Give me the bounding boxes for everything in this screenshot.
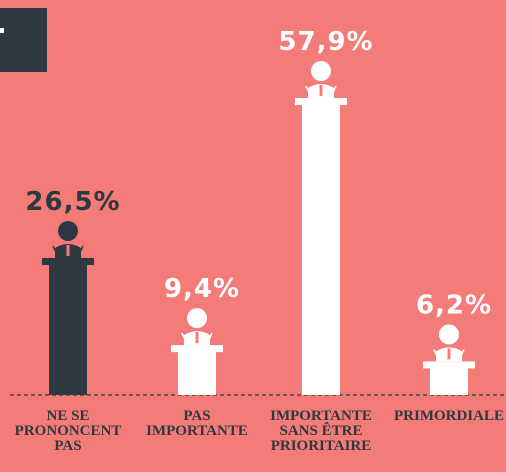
category-label: PAS IMPORTANTE bbox=[146, 408, 248, 439]
speaker-head bbox=[439, 324, 459, 345]
mic bbox=[330, 85, 337, 98]
category-label: IMPORTANTE SANS ÊTRE PRIORITAIRE bbox=[270, 408, 372, 454]
mic bbox=[433, 349, 440, 361]
corner-mark bbox=[0, 28, 4, 33]
speaker-head bbox=[311, 61, 331, 81]
podium-plank bbox=[423, 361, 475, 369]
podium-plank bbox=[295, 98, 347, 105]
value-label: 9,4% bbox=[164, 274, 240, 304]
category-label: PRIMORDIALE bbox=[393, 408, 504, 424]
mic bbox=[52, 245, 59, 258]
mic bbox=[305, 85, 312, 98]
speaker-head bbox=[58, 220, 78, 241]
bar bbox=[302, 100, 340, 395]
value-label: 6,2% bbox=[416, 290, 492, 320]
value-label: 57,9% bbox=[278, 27, 373, 57]
podium-plank bbox=[171, 345, 223, 353]
podium-plank bbox=[42, 257, 94, 265]
corner-box bbox=[0, 8, 47, 72]
bar bbox=[178, 347, 216, 395]
bar bbox=[430, 363, 468, 395]
mic bbox=[206, 332, 213, 345]
value-label: 26,5% bbox=[25, 187, 120, 217]
mic bbox=[458, 349, 465, 361]
category-label: NE SE PRONONCENT PAS bbox=[14, 408, 122, 454]
mic bbox=[77, 245, 84, 258]
mic bbox=[181, 332, 188, 345]
bar bbox=[49, 259, 87, 395]
speaker-head bbox=[187, 308, 207, 329]
